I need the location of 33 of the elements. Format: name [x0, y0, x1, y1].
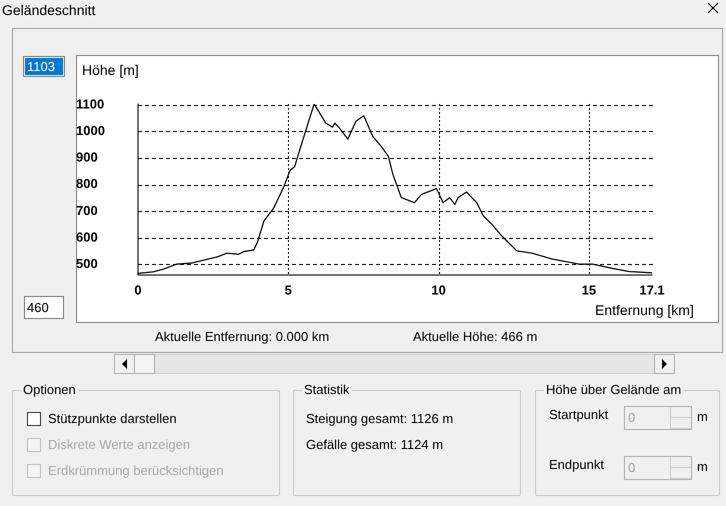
text: Aktuelle Höhe: 466 m [413, 329, 538, 344]
text: 1103 [25, 58, 63, 75]
text: m [697, 459, 708, 474]
text: Höhe über Gelände am [544, 382, 684, 397]
x-tick-label: 5 [284, 282, 292, 298]
text: Statistik [302, 382, 352, 397]
chart-title: Geländeschnitt [2, 2, 96, 18]
x-tick-label: 17.1 [639, 282, 665, 298]
y-axis-title: Höhe [m] [82, 62, 139, 78]
text: Stützpunkte darstellen [48, 411, 177, 426]
y-tick-label: 800 [76, 176, 98, 192]
x-tick-label: 10 [431, 282, 446, 298]
text: Erdkrümmung berücksichtigen [48, 463, 224, 478]
x-axis-title: Entfernung [km] [595, 302, 694, 318]
text: Steigung gesamt: 1126 m [306, 411, 454, 426]
text: Optionen [21, 382, 78, 397]
text: Diskrete Werte anzeigen [48, 437, 190, 452]
y-tick-label: 500 [76, 256, 98, 271]
text: Endpunkt [549, 457, 604, 472]
text: Startpunkt [549, 407, 608, 422]
x-tick-label: 15 [582, 282, 596, 298]
text: 460 [24, 296, 64, 319]
text: Aktuelle Entfernung: 0.000 km [155, 329, 330, 344]
y-tick-label: 900 [76, 150, 98, 165]
x-tick-label: 0 [134, 282, 142, 298]
text: m [697, 409, 708, 424]
spin-field: 0 [624, 406, 692, 430]
spin-field: 0 [624, 456, 692, 480]
y-tick-label: 600 [76, 229, 98, 244]
y-tick-label: 1100 [76, 96, 104, 112]
y-tick-label: 1000 [76, 122, 105, 138]
y-tick-label: 700 [76, 202, 98, 218]
text: Gefälle gesamt: 1124 m [306, 437, 444, 452]
